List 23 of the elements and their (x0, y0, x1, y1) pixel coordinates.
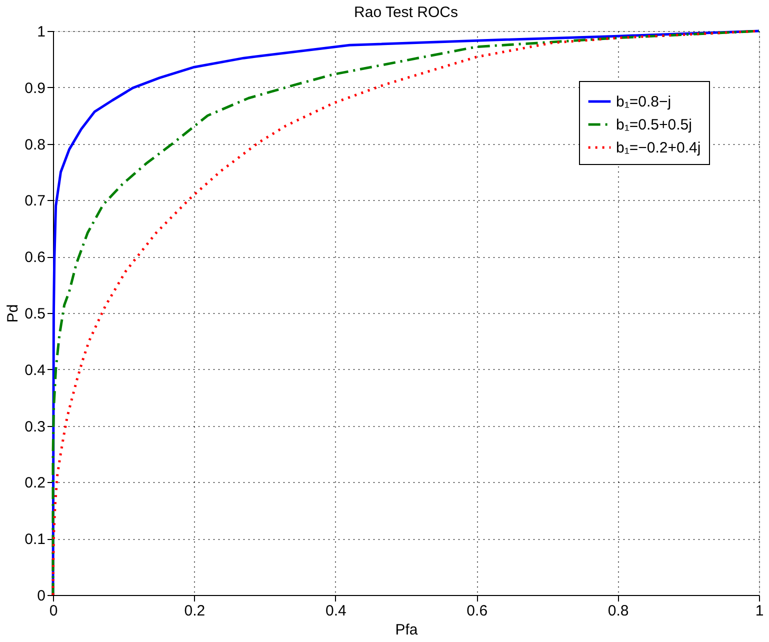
x-tick-label: 0.6 (466, 602, 488, 620)
x-tick-label: 1 (755, 602, 764, 620)
legend-label: b₁=−0.2+0.4j (616, 140, 701, 156)
y-tick-label: 0.6 (24, 249, 46, 266)
y-tick-label: 0.8 (24, 136, 46, 154)
chart-title: Rao Test ROCs (354, 4, 458, 21)
y-tick-label: 0.3 (24, 418, 46, 436)
legend-label: b₁=0.5+0.5j (616, 116, 692, 134)
legend-label: b₁=0.8−j (616, 94, 672, 110)
x-tick-label: 0.2 (184, 602, 206, 620)
y-tick-label: 0.4 (24, 362, 46, 379)
x-tick-label: 0.8 (608, 602, 629, 620)
x-tick-label: 0.4 (325, 602, 346, 620)
y-tick-label: 0.7 (24, 192, 46, 210)
y-tick-label: 0.2 (24, 474, 46, 492)
x-tick-label: 0 (49, 602, 58, 620)
y-tick-label: 0.1 (24, 531, 46, 548)
y-tick-label: 0.5 (24, 306, 46, 322)
y-axis-title: Pd (4, 304, 22, 323)
y-tick-label: 0 (37, 588, 46, 604)
x-axis-title: Pfa (395, 622, 418, 638)
y-tick-label: 0.9 (24, 80, 46, 97)
y-tick-label: 1 (37, 24, 46, 40)
